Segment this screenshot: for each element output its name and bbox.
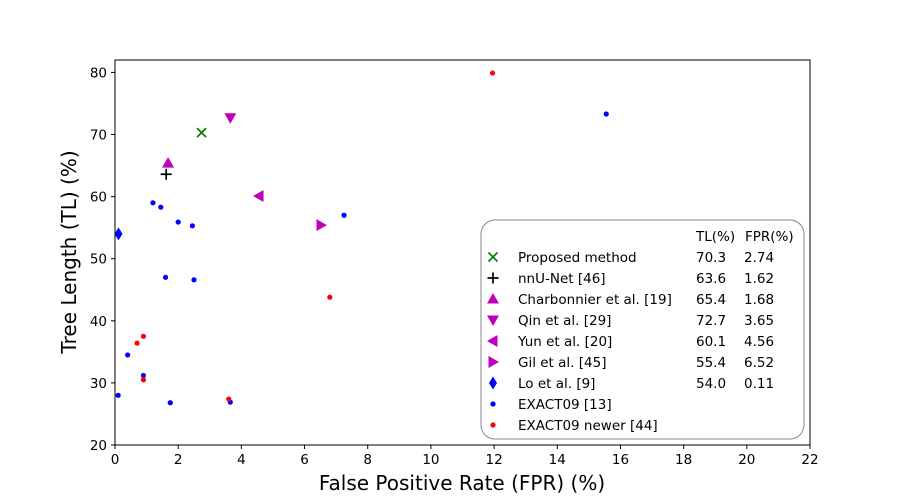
legend-tl-value: 70.3	[696, 250, 726, 266]
legend-label: nnU-Net [46]	[518, 271, 606, 287]
x-tick-label: 20	[738, 452, 755, 468]
legend-label: EXACT09 newer [44]	[518, 418, 658, 434]
legend-marker-exact09-newer-44	[490, 422, 496, 428]
legend-tl-value: 72.7	[696, 313, 726, 329]
legend-entry-exact09-newer-44: EXACT09 newer [44]	[490, 418, 658, 434]
x-tick-label: 18	[675, 452, 692, 468]
x-tick-label: 16	[612, 452, 629, 468]
legend-marker-qin-et-al-29	[487, 315, 499, 326]
legend-tl-value: 54.0	[696, 376, 726, 392]
x-tick-label: 12	[485, 452, 502, 468]
y-axis-label: Tree Length (TL) (%)	[57, 150, 81, 354]
legend-entry-proposed-method: Proposed method 70.3 2.74	[487, 250, 774, 266]
legend-entry-nnu-net-46: nnU-Net [46] 63.6 1.62	[487, 271, 774, 287]
x-tick-label: 8	[363, 452, 372, 468]
legend-fpr-value: 4.56	[744, 334, 774, 350]
point-exact09-13	[167, 400, 173, 406]
legend-marker-gil-et-al-45	[488, 356, 499, 368]
y-tick-label: 20	[90, 438, 107, 454]
point-exact09-13	[140, 372, 147, 379]
legend-entry-yun-et-al-20: Yun et al. [20] 60.1 4.56	[487, 334, 774, 350]
point-exact09-13	[115, 392, 121, 398]
legend-label: Lo et al. [9]	[518, 376, 595, 392]
point-exact09-13	[162, 274, 169, 280]
legend-header-tl: TL(%)	[695, 229, 735, 245]
point-exact09-13	[125, 352, 131, 358]
x-tick-label: 2	[174, 452, 183, 468]
legend-label: Charbonnier et al. [19]	[518, 292, 672, 308]
legend-tl-value: 63.6	[696, 271, 726, 287]
legend-tl-value: 55.4	[696, 355, 726, 371]
point-exact09-newer-44	[140, 333, 147, 339]
legend-entry-gil-et-al-45: Gil et al. [45] 55.4 6.52	[488, 355, 774, 371]
legend-label: Proposed method	[518, 250, 637, 266]
point-qin-et-al-29	[224, 113, 237, 124]
point-charbonnier-et-al-19	[162, 157, 175, 168]
x-tick-label: 4	[237, 452, 246, 468]
legend-fpr-value: 3.65	[744, 313, 774, 329]
point-exact09-13	[189, 223, 195, 229]
legend-entry-charbonnier-et-al-19: Charbonnier et al. [19] 65.4 1.68	[487, 292, 774, 308]
point-exact09-13	[191, 277, 197, 283]
point-lo-et-al-9	[114, 227, 123, 241]
legend-fpr-value: 0.11	[744, 376, 774, 392]
legend-marker-lo-et-al-9	[489, 376, 497, 390]
legend-marker-nnu-net-46	[487, 272, 499, 284]
x-axis-label: False Positive Rate (FPR) (%)	[319, 471, 605, 495]
point-exact09-newer-44	[327, 294, 333, 300]
x-tick-label: 10	[422, 452, 439, 468]
point-exact09-newer-44	[140, 377, 147, 383]
legend-fpr-value: 2.74	[744, 250, 774, 266]
point-yun-et-al-20	[253, 189, 264, 202]
point-exact09-13	[158, 204, 164, 210]
point-gil-et-al-45	[316, 219, 327, 232]
y-tick-label: 50	[90, 252, 107, 268]
y-tick-label: 70	[90, 128, 107, 144]
y-axis-ticks: 20 30 40 50 60 70 80	[90, 65, 115, 454]
point-exact09-13	[603, 111, 609, 117]
y-tick-label: 80	[90, 65, 107, 81]
markers-layer	[114, 70, 609, 406]
legend-entry-exact09-13: EXACT09 [13]	[490, 397, 612, 413]
point-proposed-method	[196, 127, 207, 138]
point-exact09-13	[341, 212, 347, 218]
legend-entries: Proposed method 70.3 2.74 nnU-Net [46] 63.6 1…	[487, 250, 774, 434]
y-tick-label: 40	[90, 314, 107, 330]
point-nnu-net-46	[160, 168, 172, 180]
legend-tl-value: 65.4	[696, 292, 726, 308]
x-tick-label: 22	[801, 452, 818, 468]
legend-entry-lo-et-al-9: Lo et al. [9] 54.0 0.11	[489, 376, 774, 392]
point-exact09-newer-44	[489, 70, 496, 76]
legend-tl-value: 60.1	[696, 334, 726, 350]
point-exact09-newer-44	[226, 396, 232, 402]
legend-entry-qin-et-al-29: Qin et al. [29] 72.7 3.65	[487, 313, 774, 329]
point-exact09-13	[150, 200, 156, 206]
point-exact09-13	[175, 219, 181, 225]
legend-label: EXACT09 [13]	[518, 397, 612, 413]
legend-fpr-value: 1.62	[744, 271, 774, 287]
x-tick-label: 6	[300, 452, 309, 468]
point-exact09-newer-44	[134, 340, 140, 346]
legend-label: Yun et al. [20]	[517, 334, 612, 350]
legend-header-fpr: FPR(%)	[745, 229, 794, 245]
legend-label: Gil et al. [45]	[518, 355, 606, 371]
legend-marker-proposed-method	[487, 251, 499, 263]
legend-box	[480, 219, 805, 440]
x-axis-ticks: 0 2 4 6 8 10 12 14 16 18 20 22	[111, 445, 819, 468]
legend: TL(%) FPR(%) Proposed method 70.3 2.74 nnU-…	[480, 219, 805, 440]
legend-fpr-value: 1.68	[744, 292, 774, 308]
x-tick-label: 0	[111, 452, 120, 468]
legend-label: Qin et al. [29]	[518, 313, 611, 329]
x-tick-label: 14	[549, 452, 566, 468]
legend-fpr-value: 6.52	[744, 355, 774, 371]
legend-marker-yun-et-al-20	[487, 335, 498, 347]
plot-frame	[114, 59, 811, 446]
y-tick-label: 30	[90, 376, 107, 392]
legend-marker-charbonnier-et-al-19	[487, 293, 499, 304]
y-tick-label: 60	[90, 190, 107, 206]
legend-marker-exact09-13	[490, 401, 496, 407]
